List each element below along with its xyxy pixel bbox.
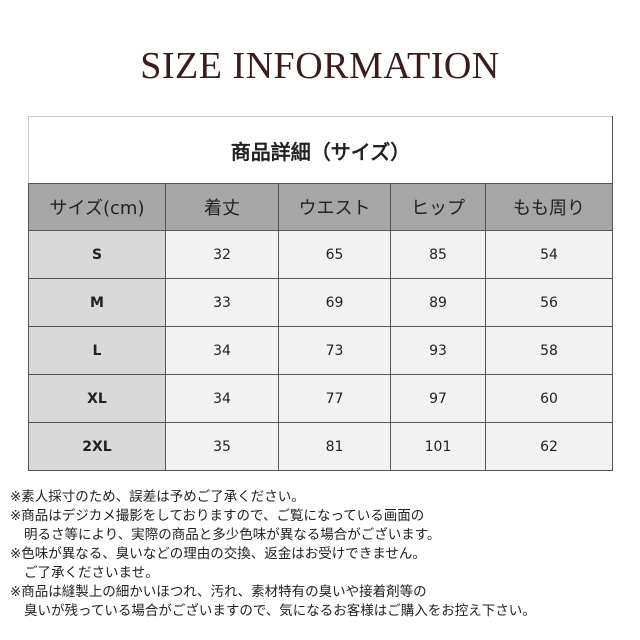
table-cell: 97 [390,374,486,423]
table-cell: 81 [278,422,391,471]
table-cell: 33 [165,278,279,327]
table-row: 2XL 35 81 101 62 [28,422,614,471]
table-cell: 32 [165,230,279,279]
size-label: L [28,326,166,375]
note-line: 臭いが残っている場合がございますので、気になるお客様はご購入をお控え下さい。 [24,603,536,619]
table-cell: 34 [165,326,279,375]
header-length: 着丈 [165,183,279,231]
page-title: SIZE INFORMATION [140,45,500,87]
table-row: M 33 69 89 56 [28,278,614,327]
note-line: ご了承くださいませ。 [24,565,159,581]
size-label: 2XL [28,422,166,471]
table-cell: 85 [390,230,486,279]
size-label: XL [28,374,166,423]
header-thigh: もも周り [484,183,614,231]
note-line: ※商品は縫製上の細かいほつれ、汚れ、素材特有の臭いや接着剤等の [10,584,427,600]
notes: ※素人採寸のため、誤差は予めご了承ください。 ※商品はデジカメ撮影をしております… [10,488,536,621]
table-cell: 56 [484,278,614,327]
table-row: S 32 65 85 54 [28,230,614,279]
table-row: XL 34 77 97 60 [28,374,614,423]
table-cell: 89 [390,278,486,327]
header-hip: ヒップ [390,183,486,231]
table-caption: 商品詳細（サイズ） [27,116,614,184]
table-cell: 101 [390,422,486,471]
size-label: M [28,278,166,327]
table-cell: 73 [278,326,391,375]
size-table: 商品詳細（サイズ） サイズ(cm) 着丈 ウエスト ヒップ もも周り S 32 65… [27,116,614,471]
table-cell: 69 [278,278,391,327]
table-cell: 62 [484,422,614,471]
table-cell: 54 [484,230,614,279]
table-cell: 35 [165,422,279,471]
header-waist: ウエスト [278,183,391,231]
size-label: S [28,230,166,279]
header-row: サイズ(cm) 着丈 ウエスト ヒップ もも周り [28,183,614,231]
table-row: L 34 73 93 58 [28,326,614,375]
table-cell: 34 [165,374,279,423]
note-line: ※商品はデジカメ撮影をしておりますので、ご覧になっている画面の [10,508,425,524]
note-line: ※色味が異なる、臭いなどの理由の交換、返金はお受けできません。 [10,546,426,562]
table-cell: 65 [278,230,391,279]
table-cell: 93 [390,326,486,375]
header-size: サイズ(cm) [28,183,166,231]
note-line: ※素人採寸のため、誤差は予めご了承ください。 [10,489,305,505]
table-cell: 60 [484,374,614,423]
note-line: 明るさ等により、実際の商品と多少色味が異なる場合がございます。 [24,527,441,543]
table-cell: 58 [484,326,614,375]
table-cell: 77 [278,374,391,423]
